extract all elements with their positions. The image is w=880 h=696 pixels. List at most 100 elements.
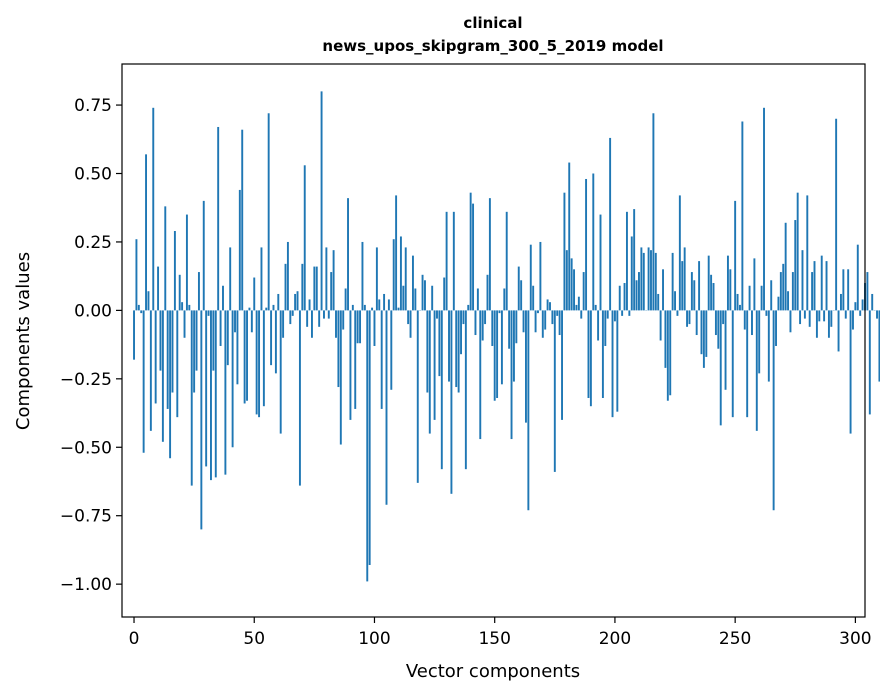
bar-195 bbox=[601, 310, 604, 398]
y-tick-label: −1.00 bbox=[60, 575, 112, 595]
x-tick-label: 0 bbox=[129, 629, 140, 649]
bar-255 bbox=[746, 310, 749, 418]
bar-156 bbox=[508, 310, 511, 349]
bar-178 bbox=[561, 310, 563, 420]
bar-65 bbox=[289, 310, 292, 325]
bar-3 bbox=[140, 310, 143, 314]
bar-166 bbox=[532, 285, 535, 311]
bar-171 bbox=[544, 310, 547, 330]
bar-37 bbox=[222, 285, 224, 311]
bar-150 bbox=[493, 310, 496, 401]
bar-286 bbox=[820, 255, 823, 311]
bar-11 bbox=[159, 310, 162, 371]
bar-149 bbox=[491, 310, 494, 346]
x-tick-label: 150 bbox=[478, 629, 510, 649]
bar-215 bbox=[650, 250, 652, 311]
bar-265 bbox=[770, 280, 773, 311]
bar-154 bbox=[503, 288, 506, 311]
bar-233 bbox=[693, 280, 696, 311]
bar-125 bbox=[433, 310, 436, 420]
bar-252 bbox=[739, 304, 741, 311]
bar-93 bbox=[356, 310, 359, 344]
y-tick-label: 0.75 bbox=[74, 96, 112, 116]
bar-162 bbox=[522, 310, 525, 333]
bar-182 bbox=[570, 258, 573, 311]
bar-104 bbox=[383, 293, 386, 311]
bar-147 bbox=[486, 274, 489, 311]
bar-68 bbox=[296, 291, 299, 311]
bar-64 bbox=[286, 241, 289, 311]
bar-267 bbox=[775, 310, 777, 346]
bar-278 bbox=[801, 250, 804, 311]
bar-270 bbox=[782, 263, 785, 311]
y-tick-label: −0.50 bbox=[60, 438, 112, 458]
bar-212 bbox=[642, 252, 645, 311]
bar-157 bbox=[510, 310, 513, 440]
bar-283 bbox=[813, 261, 816, 311]
bar-294 bbox=[839, 293, 842, 311]
bar-225 bbox=[674, 291, 676, 311]
bar-168 bbox=[537, 310, 539, 314]
bar-80 bbox=[325, 247, 328, 311]
bar-130 bbox=[445, 211, 448, 311]
bar-302 bbox=[859, 310, 862, 316]
bar-32 bbox=[210, 310, 212, 481]
bar-31 bbox=[207, 310, 210, 316]
bar-279 bbox=[803, 310, 806, 319]
bar-118 bbox=[416, 310, 419, 483]
bar-276 bbox=[796, 192, 799, 311]
x-tick-label: 300 bbox=[839, 629, 871, 649]
bar-236 bbox=[700, 310, 703, 355]
bar-306 bbox=[868, 310, 871, 415]
bar-272 bbox=[787, 291, 790, 311]
bar-209 bbox=[635, 280, 638, 311]
bar-200 bbox=[613, 310, 616, 322]
bar-140 bbox=[469, 192, 472, 311]
bar-51 bbox=[255, 310, 258, 415]
y-tick-label: −0.75 bbox=[60, 507, 112, 527]
x-tick-label: 50 bbox=[243, 629, 265, 649]
bar-284 bbox=[815, 310, 818, 338]
y-tick-label: 0.50 bbox=[74, 165, 112, 185]
bar-56 bbox=[267, 113, 270, 311]
bar-5 bbox=[145, 154, 147, 311]
bar-42 bbox=[234, 310, 236, 333]
bar-67 bbox=[294, 293, 297, 311]
bar-43 bbox=[236, 310, 239, 385]
bar-53 bbox=[260, 247, 263, 311]
bar-108 bbox=[392, 239, 395, 311]
bar-305 bbox=[866, 272, 869, 311]
x-axis: 0 50 100 150 200 250 300 bbox=[129, 617, 872, 649]
bar-49 bbox=[250, 310, 253, 333]
bar-201 bbox=[616, 310, 619, 412]
bar-96 bbox=[363, 304, 366, 311]
bar-290 bbox=[830, 310, 833, 327]
bar-54 bbox=[262, 310, 265, 407]
bar-88 bbox=[344, 288, 347, 311]
bar-129 bbox=[443, 277, 446, 311]
bar-29 bbox=[202, 200, 205, 311]
bar-8 bbox=[152, 107, 155, 311]
bar-264 bbox=[767, 310, 770, 382]
bar-243 bbox=[717, 310, 720, 349]
bar-146 bbox=[484, 310, 487, 325]
bar-153 bbox=[500, 310, 503, 385]
bar-145 bbox=[481, 310, 484, 341]
bar-285 bbox=[818, 310, 821, 322]
bar-94 bbox=[359, 310, 362, 344]
bar-234 bbox=[695, 310, 698, 336]
bar-186 bbox=[580, 310, 583, 319]
bar-167 bbox=[534, 310, 537, 333]
bar-105 bbox=[385, 310, 388, 505]
bar-110 bbox=[397, 307, 400, 311]
bar-137 bbox=[462, 310, 465, 325]
bar-177 bbox=[558, 310, 561, 336]
bar-4 bbox=[142, 310, 145, 453]
bar-230 bbox=[686, 310, 689, 327]
bar-281 bbox=[808, 310, 811, 327]
bar-228 bbox=[681, 261, 684, 311]
bar-14 bbox=[166, 310, 169, 409]
bar-219 bbox=[659, 310, 662, 341]
bar-95 bbox=[361, 241, 364, 311]
